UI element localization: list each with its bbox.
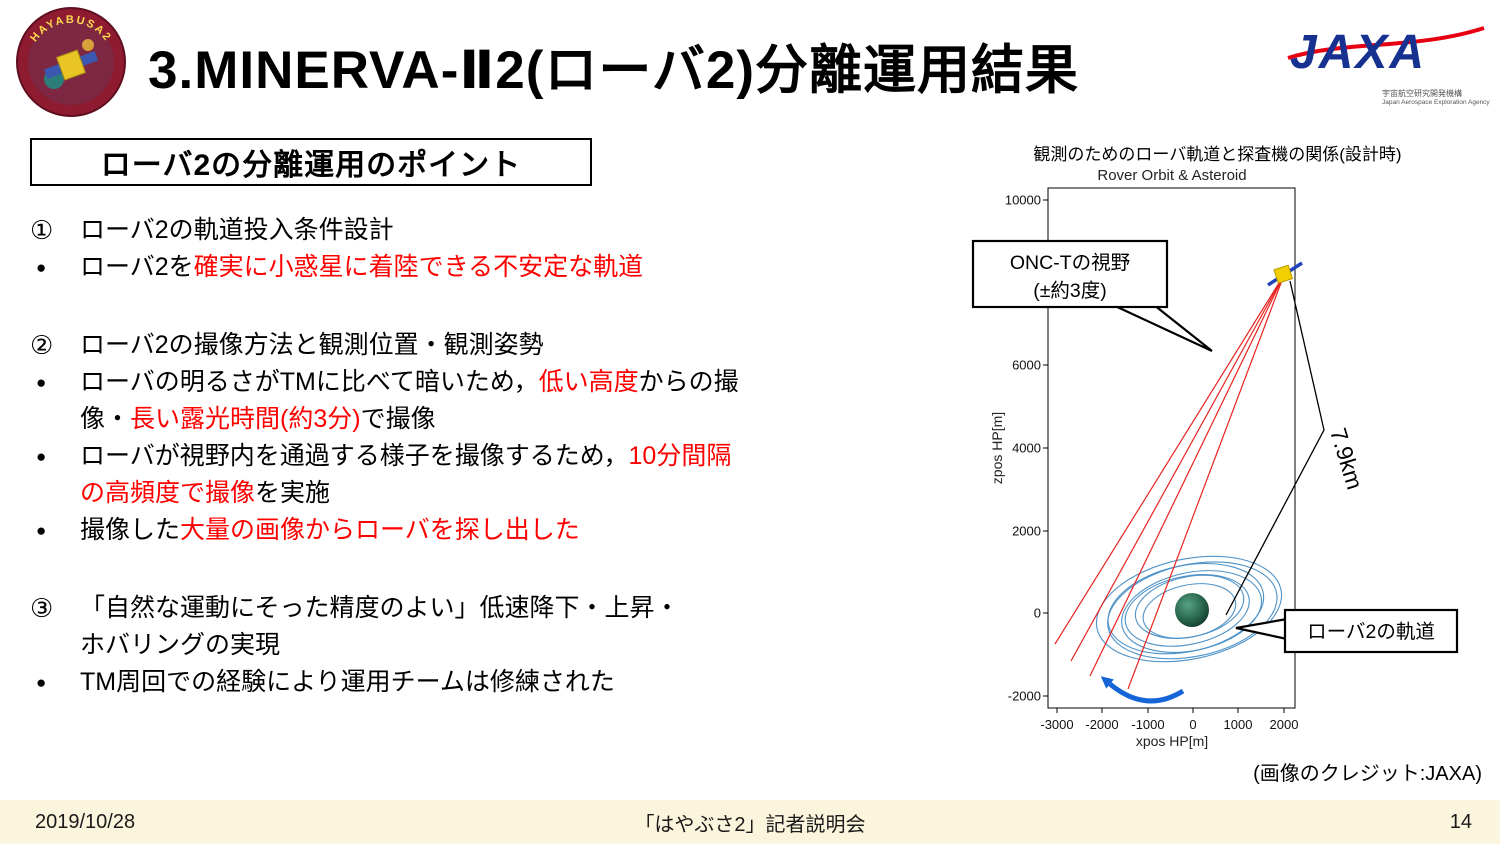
list-item: ① ローバ2の軌道投入条件設計 [30,212,920,249]
x-tick-labels: -3000 -2000 -1000 0 1000 2000 [1040,717,1298,732]
rover-orbit-ellipses [1095,555,1283,663]
callout-orbit-label: ローバ2の軌道 [1307,621,1435,643]
x-axis-label: xpos HP[m] [1136,733,1208,749]
svg-text:2000: 2000 [1270,717,1299,732]
list-text: ローバ2の撮像方法と観測位置・観測姿勢 [80,331,544,359]
asteroid [1175,593,1209,627]
list-item: ② ローバ2の撮像方法と観測位置・観測姿勢 [30,327,920,364]
list-marker: ● [36,373,47,392]
jaxa-logo-mark: JAXA [1287,26,1485,79]
list-item: ● ローバ2を確実に小惑星に着陸できる不安定な軌道 [30,249,920,286]
image-credit: (画像のクレジット:JAXA) [1253,763,1482,785]
jaxa-sub-ja: 宇宙航空研究開発機構 [1382,89,1462,98]
footer: 2019/10/28 「はやぶさ2」記者説明会 14 [0,800,1500,844]
spacecraft-illustration [43,49,99,81]
y-axis-label: zpos HP[m] [989,412,1005,484]
sight-lines [1054,274,1285,690]
list-item: ● 撮像した大量の画像からローバを探し出した [30,512,920,549]
list-text: ローバが視野内を通過する様子を撮像するため，10分間隔 の高頻度で撮像を実施 [80,442,732,507]
hayabusa2-mission-badge: HAYABUSA2 [16,7,126,117]
distance-label: 7.9km [1325,425,1368,493]
list-marker: ③ [30,593,54,623]
rover-orbit-plot: Rover Orbit & Asteroid zpos HP[m] xpos H… [971,167,1459,749]
list-text: 「自然な運動にそった精度のよい」低速降下・上昇・ ホバリングの実現 [80,594,680,659]
list-marker: ● [36,673,47,692]
plot-title: Rover Orbit & Asteroid [1097,167,1246,184]
list-text: TM周回での経験により運用チームは修練された [80,668,615,696]
list-marker: ● [36,447,47,466]
footer-page-number: 14 [1449,810,1472,833]
jaxa-logo: JAXA 宇宙航空研究開発機構 Japan Aerospace Explorat… [1286,22,1490,107]
callout-fov: ONC-Tの視野 (±約3度) [971,239,1213,352]
x-ticks [1056,708,1285,713]
svg-text:0: 0 [1034,606,1041,621]
svg-text:-1000: -1000 [1131,717,1164,732]
callout-fov-line1: ONC-Tの視野 [1010,252,1130,274]
list-item: ● ローバが視野内を通過する様子を撮像するため，10分間隔 の高頻度で撮像を実施 [30,438,920,512]
svg-text:4000: 4000 [1012,441,1041,456]
footer-date: 2019/10/28 [35,810,136,833]
jaxa-sub-en: Japan Aerospace Exploration Agency [1382,99,1490,106]
list-text: ローバ2を確実に小惑星に着陸できる不安定な軌道 [80,253,644,281]
jaxa-wordmark: JAXA [1290,26,1426,79]
points-heading-box: ローバ2の分離運用のポイント [30,138,592,186]
chart-caption: 観測のためのローバ軌道と探査機の関係(設計時) [1033,145,1402,164]
list-item: ● TM周回での経験により運用チームは修練された [30,664,920,701]
list-item: ③ 「自然な運動にそった精度のよい」低速降下・上昇・ ホバリングの実現 [30,590,920,664]
list-marker: ● [36,521,47,540]
list-text: ローバ2の軌道投入条件設計 [80,216,394,244]
callout-fov-line2: (±約3度) [1033,280,1107,302]
svg-text:-2000: -2000 [1085,717,1118,732]
svg-text:-2000: -2000 [1008,689,1041,704]
list-item: ● ローバの明るさがTMに比べて暗いため，低い高度からの撮 像・長い露光時間(約3分… [30,364,920,438]
callout-orbit: ローバ2の軌道 [1235,608,1459,654]
list-text: 撮像した大量の画像からローバを探し出した [80,516,580,544]
list-marker: ② [30,330,54,360]
jaxa-red-swoosh [1287,26,1485,60]
list-marker: ● [36,258,47,277]
spacecraft-marker [1267,261,1303,287]
svg-text:2000: 2000 [1012,524,1041,539]
svg-text:0: 0 [1189,717,1196,732]
footer-title: 「はやぶさ2」記者説明会 [634,813,866,836]
svg-text:10000: 10000 [1005,193,1041,208]
points-heading-label: ローバ2の分離運用のポイント [100,149,522,182]
svg-text:6000: 6000 [1012,358,1041,373]
list-marker: ① [30,215,54,245]
rotation-arrow [1100,676,1185,704]
svg-text:-3000: -3000 [1040,717,1073,732]
list-text: ローバの明るさがTMに比べて暗いため，低い高度からの撮 像・長い露光時間(約3分)… [80,368,739,433]
distance-line [1225,280,1325,616]
points-list: ① ローバ2の軌道投入条件設計 ● ローバ2を確実に小惑星に着陸できる不安定な軌道 ② ロ… [30,212,920,701]
page-title: 3.MINERVA-Ⅱ2(ローバ2)分離運用結果 [148,41,1079,100]
svg-text:1000: 1000 [1224,717,1253,732]
